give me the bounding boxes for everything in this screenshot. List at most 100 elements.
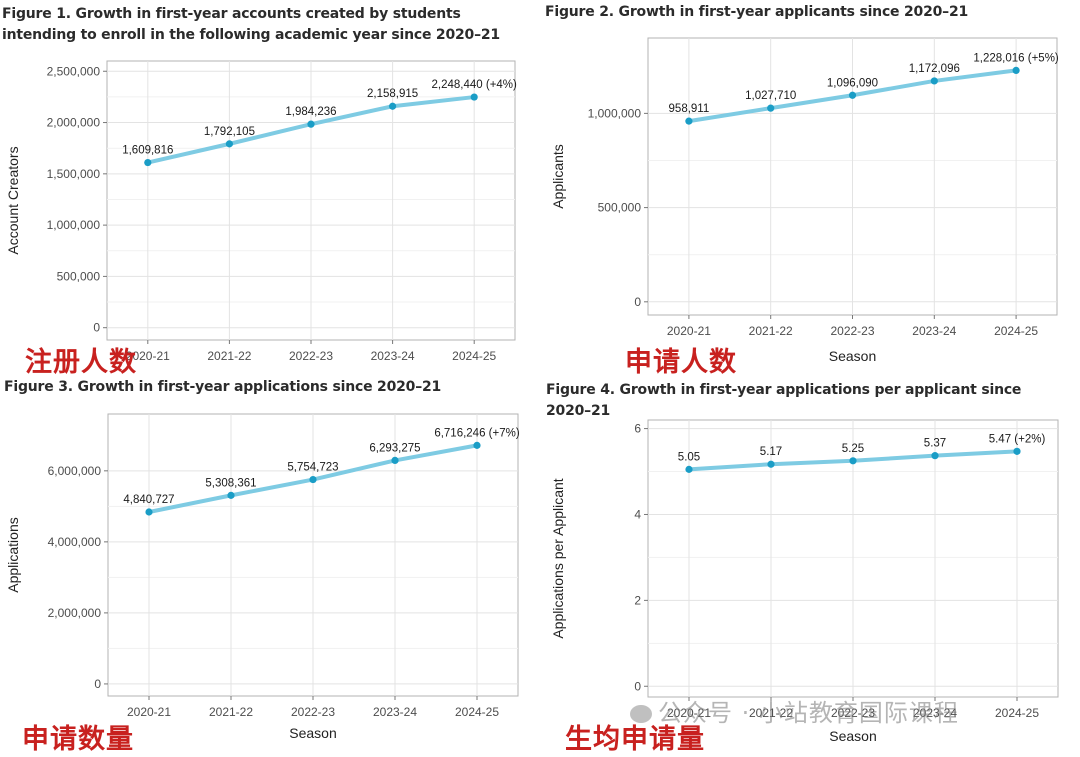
figure-3-title: Figure 3. Growth in first-year applicati…: [4, 379, 442, 395]
x-tick-label: 2022-23: [291, 705, 335, 719]
figure-1-plot: 0 500,000 1,000,000 1,500,000 2,000,000 2,500…: [5, 60, 518, 363]
x-tick-label: 2023-24: [371, 349, 415, 363]
y-tick-label: 2: [634, 593, 641, 607]
data-point: [389, 102, 397, 110]
y-axis-title: Applications per Applicant: [550, 478, 566, 638]
data-point: [391, 456, 399, 465]
wechat-icon: [630, 705, 652, 723]
figure-1-chart: 0 500,000 1,000,000 1,500,000 2,000,000 2,500…: [0, 50, 530, 370]
data-label: 6,293,275: [369, 442, 420, 454]
data-point: [225, 140, 233, 148]
data-point: [848, 91, 857, 99]
y-tick-label: 2,000,000: [48, 606, 102, 620]
x-tick-label: 2023-24: [912, 324, 956, 338]
figure-4-plot: 0 2 4 6 2020-21 2021-22 2022-23 2023-24 2024-25 A…: [550, 419, 1059, 744]
y-tick-label: 0: [94, 677, 101, 691]
data-label: 2,248,440 (+4%): [432, 79, 518, 91]
data-point: [309, 475, 317, 484]
data-point: [473, 441, 481, 449]
x-tick-label: 2022-23: [289, 349, 333, 363]
data-point: [227, 491, 235, 499]
x-tick-label: 2024-25: [452, 349, 496, 363]
y-tick-label: 500,000: [57, 269, 101, 283]
data-point: [470, 93, 478, 101]
x-axis-title: Season: [829, 728, 876, 744]
x-tick-label: 2020-21: [667, 324, 711, 338]
data-point: [144, 158, 152, 167]
y-tick-label: 6: [634, 422, 641, 436]
data-label: 1,792,105: [204, 126, 255, 138]
figure-1-annotation: 注册人数: [25, 347, 137, 378]
data-label: 5.37: [924, 438, 946, 450]
y-tick-label: 4,000,000: [48, 535, 102, 549]
y-tick-label: 4: [634, 507, 641, 521]
data-point: [931, 452, 939, 460]
x-tick-label: 2024-25: [455, 705, 499, 719]
data-point: [930, 77, 938, 85]
x-tick-label: 2020-21: [127, 705, 171, 719]
data-label: 1,984,236: [285, 106, 336, 118]
data-label: 5,308,361: [205, 477, 256, 489]
y-tick-label: 1,500,000: [47, 167, 101, 181]
data-point: [685, 465, 693, 473]
data-label: 4,840,727: [123, 494, 174, 506]
figure-1-title: Figure 1. Growth in first-year accounts …: [2, 6, 500, 43]
x-tick-label: 2021-22: [749, 706, 793, 720]
x-tick-label: 2023-24: [373, 705, 417, 719]
figure-2-title: Figure 2. Growth in first-year applicant…: [545, 4, 969, 20]
data-label: 1,027,710: [745, 90, 796, 102]
x-tick-label: 2020-21: [126, 349, 170, 363]
figure-2-chart: 0 500,000 1,000,000 2020-21 2021-22 2022-23 20…: [545, 28, 1070, 373]
data-label: 5.25: [842, 443, 864, 455]
data-label: 1,172,096: [909, 63, 960, 75]
y-tick-label: 6,000,000: [48, 464, 102, 478]
watermark-text: 公众号 · 小站教育国际课程: [658, 699, 959, 727]
data-label: 5.05: [678, 451, 700, 463]
data-label: 1,096,090: [827, 77, 878, 89]
data-label: 958,911: [669, 103, 710, 115]
data-point: [767, 460, 775, 468]
y-tick-label: 2,500,000: [47, 64, 101, 78]
figure-2-annotation: 申请人数: [625, 347, 737, 378]
x-tick-label: 2022-23: [831, 706, 875, 720]
figure-3-plot: 0 2,000,000 4,000,000 6,000,000 2020-21 2021-…: [5, 413, 520, 741]
y-tick-label: 0: [634, 679, 641, 693]
data-label: 6,716,246 (+7%): [434, 427, 520, 439]
data-point: [849, 457, 857, 465]
y-tick-label: 1,000,000: [47, 218, 101, 232]
data-label: 2,158,915: [367, 88, 418, 100]
data-label: 5.17: [760, 446, 782, 458]
figure-2-plot: 0 500,000 1,000,000 2020-21 2021-22 2022-23 20…: [550, 37, 1059, 364]
watermark: 公众号 · 小站教育国际课程: [630, 693, 959, 728]
figure-4-title: Figure 4. Growth in first-year applicati…: [546, 382, 1022, 419]
figure-3-chart: 0 2,000,000 4,000,000 6,000,000 2020-21 2021-…: [0, 403, 530, 753]
y-axis-title: Applications: [5, 517, 21, 593]
data-label: 1,228,016 (+5%): [973, 52, 1059, 64]
figure-4-chart: 0 2 4 6 2020-21 2021-22 2022-23 2023-24 2024-25 A…: [545, 410, 1070, 755]
y-tick-label: 1,000,000: [588, 106, 642, 120]
data-label: 5,754,723: [287, 462, 338, 474]
data-label: 1,609,816: [122, 145, 173, 157]
y-axis-title: Applicants: [550, 144, 566, 209]
data-point: [767, 104, 775, 112]
x-tick-label: 2020-21: [667, 706, 711, 720]
x-axis-title: Season: [829, 348, 876, 364]
figure-3-annotation: 申请数量: [22, 724, 134, 755]
y-axis-title: Account Creators: [5, 146, 21, 254]
figure-4-annotation: 生均申请量: [565, 724, 705, 755]
x-tick-label: 2023-24: [913, 706, 957, 720]
x-tick-label: 2021-22: [209, 705, 253, 719]
x-tick-label: 2024-25: [994, 324, 1038, 338]
data-point: [307, 120, 315, 128]
data-point: [685, 117, 693, 125]
x-tick-label: 2021-22: [749, 324, 793, 338]
data-label: 5.47 (+2%): [989, 433, 1046, 445]
x-tick-label: 2024-25: [995, 706, 1039, 720]
data-point: [1012, 66, 1020, 75]
data-point: [1013, 447, 1021, 455]
y-tick-label: 0: [634, 295, 641, 309]
y-tick-label: 0: [93, 321, 100, 335]
y-tick-label: 500,000: [598, 201, 642, 215]
data-point: [145, 508, 153, 516]
x-tick-label: 2022-23: [830, 324, 874, 338]
